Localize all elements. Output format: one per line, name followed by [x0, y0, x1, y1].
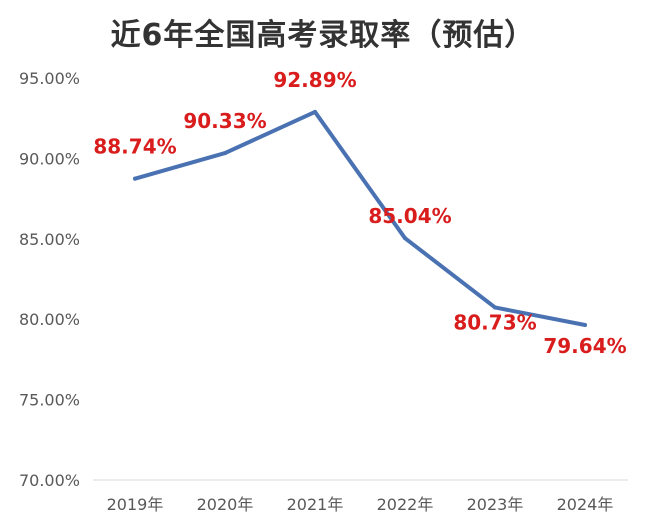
data-point [583, 322, 587, 327]
x-tick-label: 2019年 [107, 495, 164, 514]
chart-title: 近6年全国高考录取率（预估） [110, 18, 536, 53]
x-tick-label: 2021年 [287, 495, 344, 514]
x-tick-label: 2023年 [467, 495, 524, 514]
y-tick-label: 85.00% [19, 230, 80, 249]
x-tick-label: 2022年 [377, 495, 434, 514]
data-point [223, 151, 227, 156]
data-point [403, 236, 407, 241]
data-label: 85.04% [368, 204, 451, 228]
y-tick-label: 70.00% [19, 471, 80, 490]
data-label: 80.73% [453, 310, 536, 334]
data-point [493, 305, 497, 310]
x-tick-label: 2024年 [557, 495, 614, 514]
data-label: 79.64% [543, 334, 626, 358]
y-tick-label: 90.00% [19, 149, 80, 168]
data-label: 90.33% [183, 109, 266, 133]
series-line [133, 109, 587, 327]
data-point [313, 109, 317, 114]
y-tick-label: 95.00% [19, 69, 80, 88]
data-label: 88.74% [93, 135, 176, 159]
y-tick-label: 80.00% [19, 310, 80, 329]
data-point [133, 176, 137, 181]
y-tick-label: 75.00% [19, 391, 80, 410]
data-label: 92.89% [273, 68, 356, 92]
x-tick-label: 2020年 [197, 495, 254, 514]
